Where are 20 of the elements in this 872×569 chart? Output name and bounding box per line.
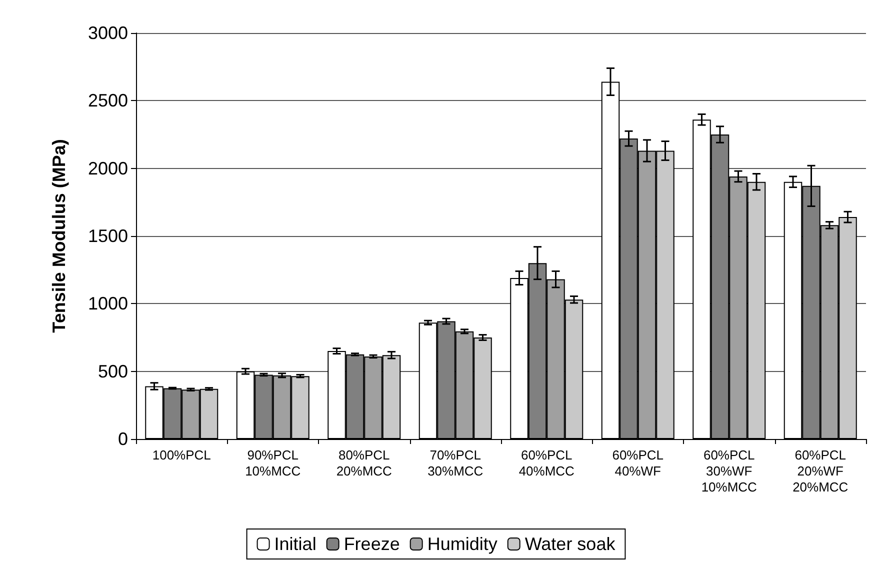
y-tick-label: 500 [98,361,128,382]
legend-label: Water soak [524,534,616,554]
y-tick-label: 2500 [88,90,128,111]
y-tick-label: 1000 [88,294,128,314]
x-tick-label: 60%PCL 30%WF 10%MCC [701,448,757,494]
x-tick-label: 80%PCL 20%MCC [336,448,392,478]
x-tick-label: 60%PCL 40%WF [612,448,664,478]
x-tick-label: 70%PCL 30%MCC [428,448,484,478]
y-tick-label: 3000 [88,23,128,43]
y-tick-label: 1500 [88,226,128,246]
y-tick-label: 0 [118,429,128,449]
y-axis-title: Tensile Modulus (MPa) [49,139,69,333]
x-tick-label: 60%PCL 40%MCC [518,448,574,478]
legend-label: Humidity [427,534,498,554]
legend-label: Initial [274,534,316,554]
x-tick-label: 100%PCL [152,448,211,462]
y-tick-label: 2000 [88,158,128,178]
legend-label: Freeze [344,534,400,554]
x-tick-label: 90%PCL 10%MCC [245,448,301,478]
x-tick-label: 60%PCL 20%WF 20%MCC [792,448,848,494]
